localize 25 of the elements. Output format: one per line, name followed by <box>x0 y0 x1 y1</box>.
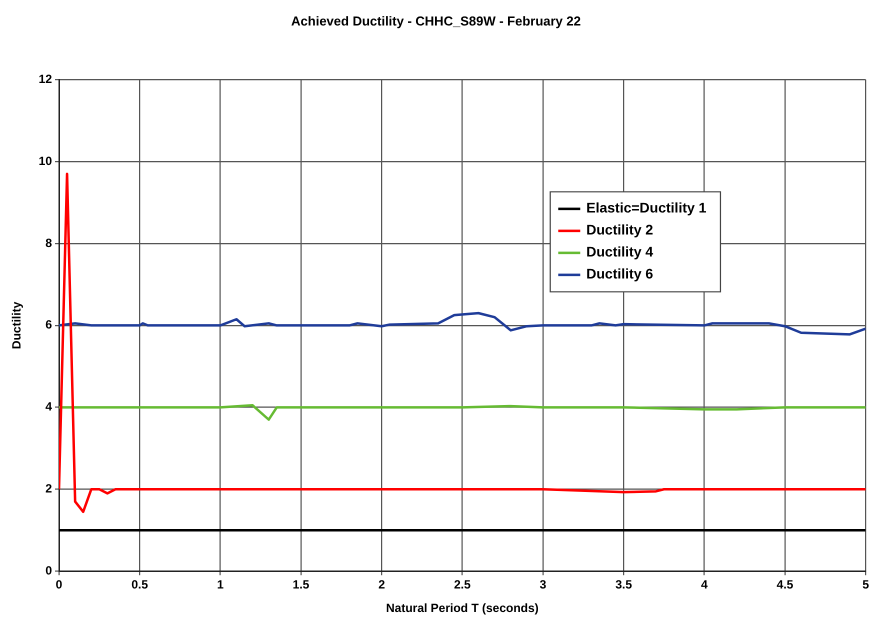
x-tick-label: 0.5 <box>131 578 148 592</box>
x-tick-label: 4.5 <box>776 578 794 592</box>
y-tick-label: 4 <box>45 400 52 414</box>
y-tick-label: 6 <box>45 318 52 332</box>
chart-title: Achieved Ductility - CHHC_S89W - February 22 <box>291 13 581 28</box>
y-tick-label: 10 <box>38 154 52 168</box>
legend-label: Ductility 2 <box>586 222 654 238</box>
y-tick-label: 12 <box>38 72 52 86</box>
legend-label: Ductility 4 <box>586 244 654 260</box>
legend-label: Ductility 6 <box>586 266 654 282</box>
x-axis-title: Natural Period T (seconds) <box>386 601 539 616</box>
x-tick-label: 5 <box>862 578 870 592</box>
x-tick-label: 2 <box>378 578 386 592</box>
x-tick-label: 2.5 <box>454 578 471 592</box>
y-axis-title: Ductility <box>10 301 24 350</box>
x-tick-label: 4 <box>700 578 708 592</box>
x-tick-label: 0 <box>56 578 63 592</box>
y-tick-label: 8 <box>45 236 52 250</box>
legend-label: Elastic=Ductility 1 <box>586 200 707 216</box>
y-tick-label: 0 <box>45 564 52 578</box>
x-tick-label: 1 <box>216 578 224 592</box>
y-tick-label: 2 <box>45 482 52 496</box>
x-tick-label: 3.5 <box>615 578 632 592</box>
x-tick-label: 3 <box>540 578 547 592</box>
x-tick-label: 1.5 <box>292 578 310 592</box>
